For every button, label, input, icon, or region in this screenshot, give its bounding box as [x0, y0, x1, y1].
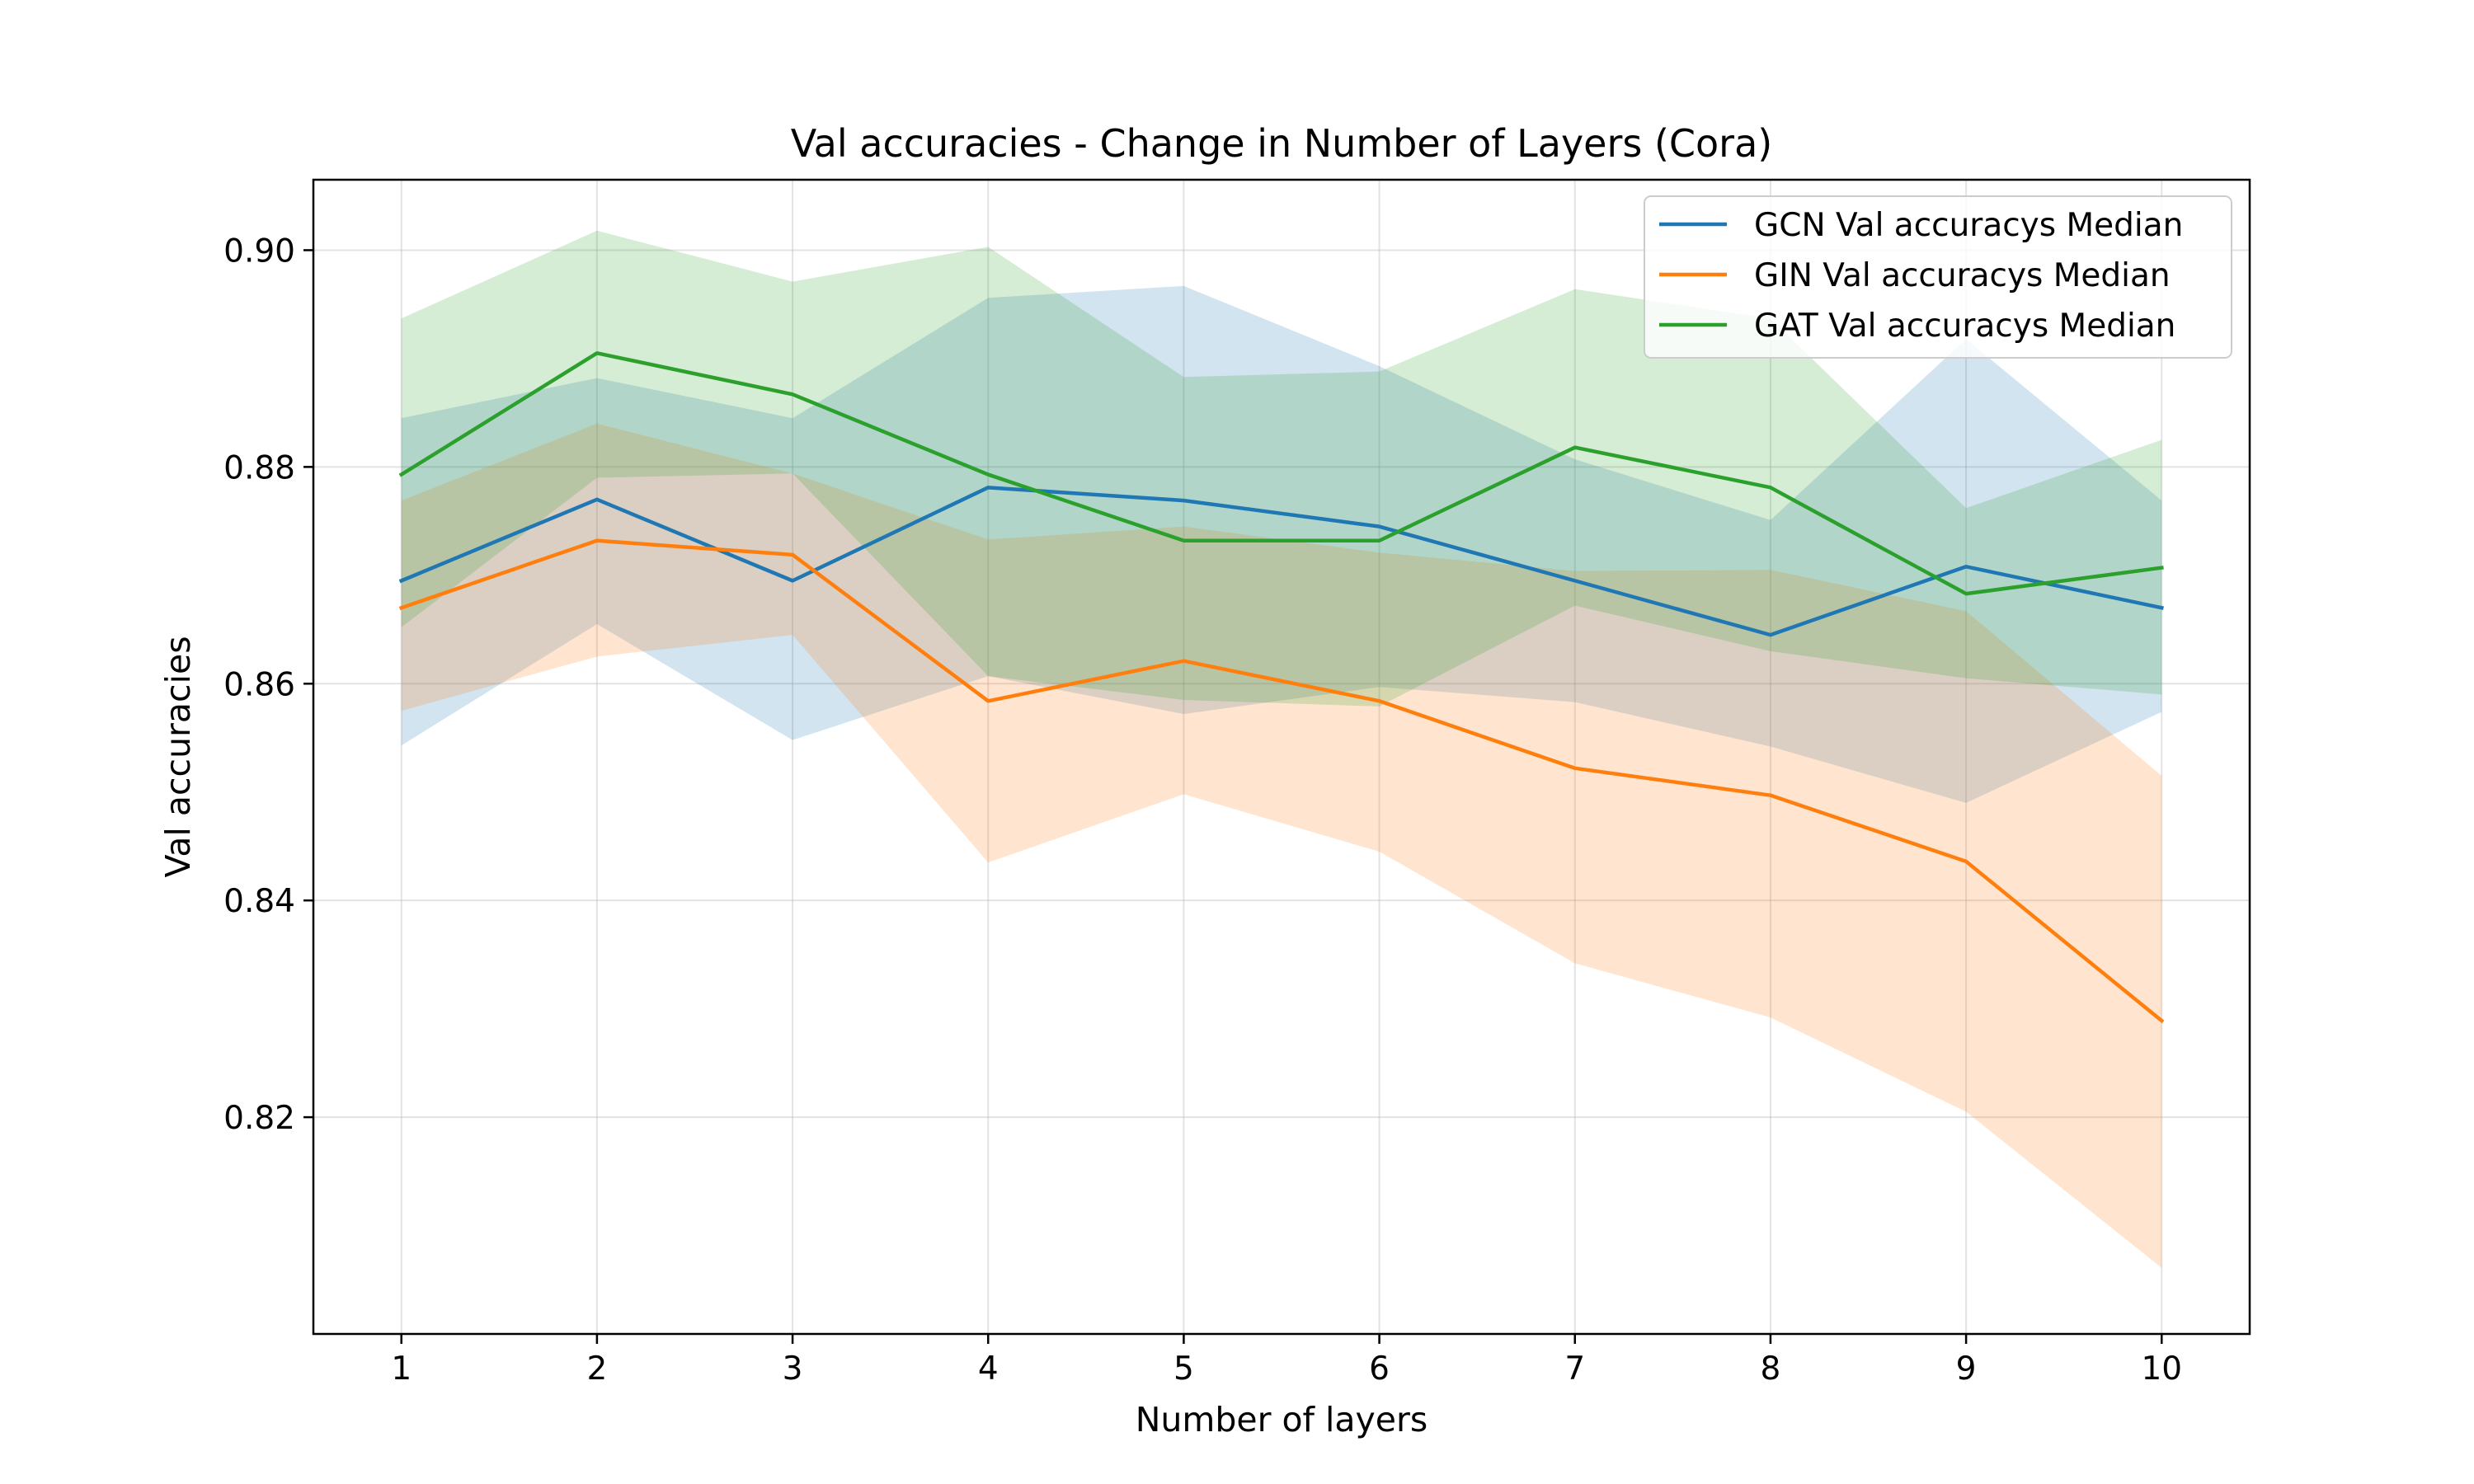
x-tick-label: 1 [391, 1350, 412, 1388]
line-gin [398, 538, 2165, 1024]
x-tick-label: 4 [978, 1350, 999, 1388]
x-tick-label: 9 [1956, 1350, 1977, 1388]
x-tick-label: 2 [586, 1350, 607, 1388]
y-tick-label: 0.90 [223, 232, 295, 270]
legend-label-gin: GIN Val accuracys Median [1754, 257, 2171, 294]
chart-title: Val accuracies - Change in Number of Lay… [791, 121, 1772, 166]
x-axis-label: Number of layers [1136, 1400, 1428, 1439]
legend-box [1644, 195, 2232, 359]
x-tick-label: 5 [1174, 1350, 1194, 1388]
y-tick-label: 0.82 [223, 1100, 295, 1137]
band-gin [401, 423, 2162, 1268]
grid [313, 180, 2250, 1334]
plot-frame [312, 178, 2251, 1336]
y-tick-label: 0.84 [223, 883, 295, 920]
legend-label-gat: GAT Val accuracys Median [1754, 308, 2175, 345]
legend: GCN Val accuracys Median GIN Val accurac… [1644, 195, 2232, 359]
series-lines [398, 351, 2165, 1024]
y-tick-label: 0.86 [223, 666, 295, 703]
x-tick-label: 8 [1761, 1350, 1781, 1388]
y-tick-label: 0.88 [223, 449, 295, 486]
x-tick-label: 7 [1564, 1350, 1585, 1388]
y-axis-label: Val accuracies [158, 636, 198, 877]
y-axis-ticks: 0.82 0.84 0.86 0.88 0.90 [223, 232, 313, 1137]
line-gcn [398, 486, 2164, 637]
x-tick-label: 3 [783, 1350, 803, 1388]
x-tick-label: 6 [1369, 1350, 1390, 1388]
x-tick-label: 10 [2141, 1350, 2182, 1388]
line-gat [398, 351, 2164, 596]
x-axis-ticks: 1 2 3 4 5 6 7 8 9 10 [391, 1334, 2182, 1388]
legend-label-gcn: GCN Val accuracys Median [1754, 207, 2183, 244]
